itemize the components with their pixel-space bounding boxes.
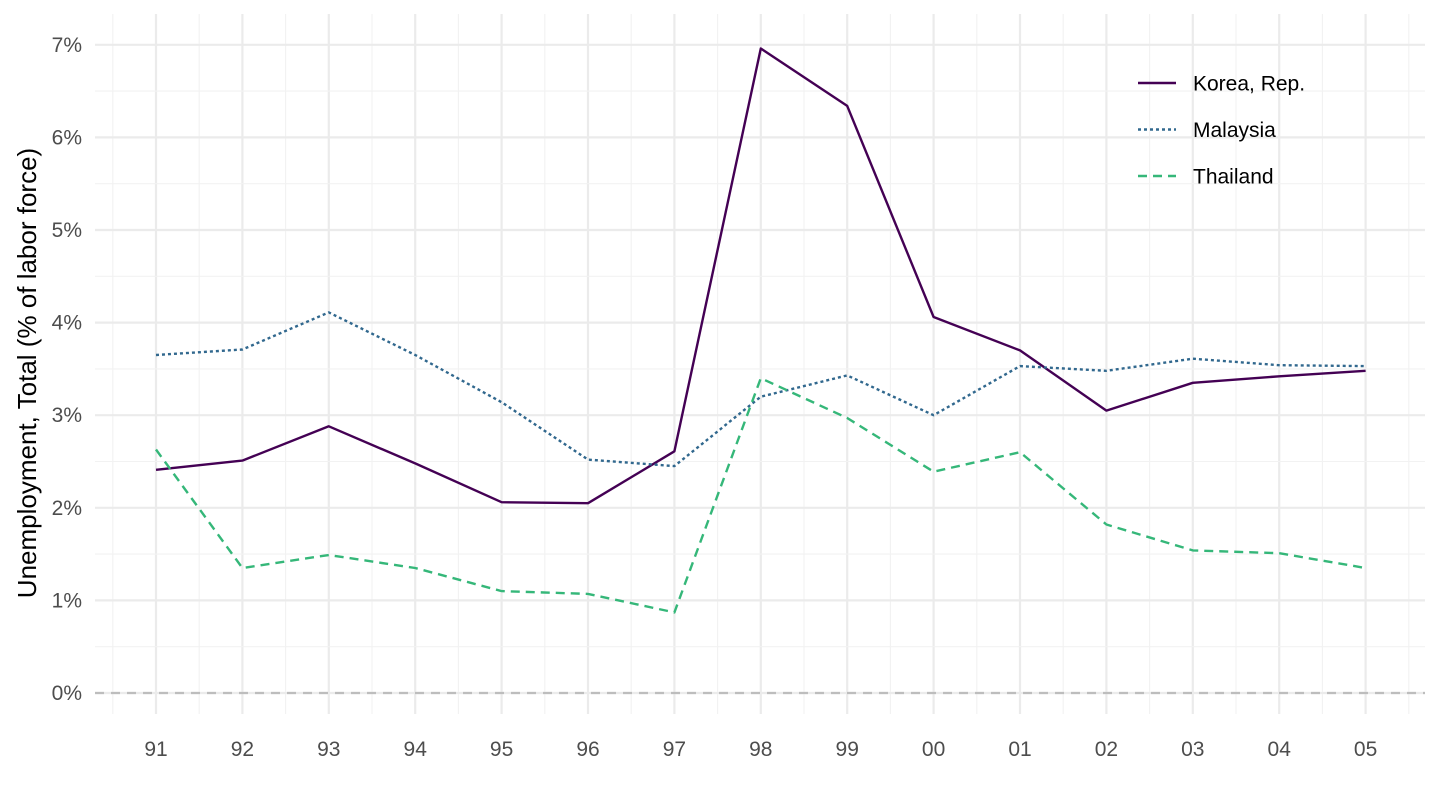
legend-label: Thailand [1193,166,1274,189]
x-tick-label: 05 [1354,738,1377,761]
y-tick-label: 1% [52,589,82,612]
x-tick-label: 00 [922,738,945,761]
y-tick-label: 4% [52,312,82,335]
x-tick-label: 93 [317,738,340,761]
x-tick-label: 92 [231,738,254,761]
y-axis-title: Unemployment, Total (% of labor force) [12,148,42,598]
x-tick-label: 95 [490,738,513,761]
y-tick-label: 7% [52,34,82,57]
x-tick-label: 91 [144,738,167,761]
x-tick-label: 99 [836,738,859,761]
y-tick-label: 3% [52,404,82,427]
y-tick-label: 5% [52,219,82,242]
legend-label: Malaysia [1193,119,1276,142]
x-tick-label: 96 [576,738,599,761]
y-axis-ticks: 0% 1% 2% 3% 4% 5% 6% 7% [52,34,82,705]
legend-label: Korea, Rep. [1193,73,1305,96]
x-tick-label: 03 [1181,738,1204,761]
x-tick-label: 02 [1095,738,1118,761]
series-lines [155,47,1366,614]
series-line-thailand [155,377,1366,614]
series-line-korea-rep [155,47,1366,505]
series-line-malaysia [155,311,1366,468]
y-tick-label: 0% [52,682,82,705]
x-tick-label: 97 [663,738,686,761]
legend: Korea, Rep. Malaysia Thailand [1138,73,1305,189]
x-tick-label: 04 [1268,738,1292,761]
x-tick-label: 01 [1008,738,1031,761]
y-tick-label: 6% [52,126,82,149]
y-tick-label: 2% [52,497,82,520]
x-axis-ticks: 91 92 93 94 95 96 97 98 99 00 01 02 03 04 05 [144,738,1377,761]
x-tick-label: 98 [749,738,772,761]
x-tick-label: 94 [404,738,428,761]
